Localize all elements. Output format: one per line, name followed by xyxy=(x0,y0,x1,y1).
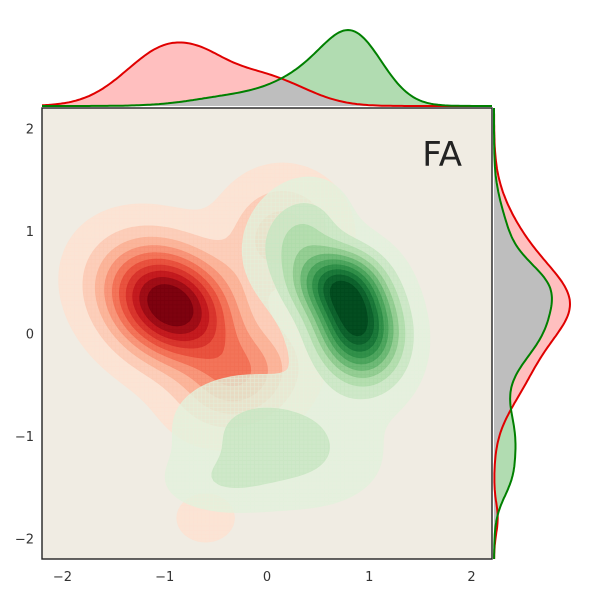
x-tick-label: 0 xyxy=(263,570,271,585)
x-tick-label: 2 xyxy=(467,570,475,585)
y-tick-label: 1 xyxy=(26,225,34,240)
joint-plot-frame xyxy=(41,107,493,560)
y-tick-label: 0 xyxy=(26,328,34,343)
y-tick-label: −2 xyxy=(15,533,34,548)
contour-level xyxy=(147,284,194,327)
right-marginal-density xyxy=(493,108,572,560)
top-marginal-line-1 xyxy=(42,28,492,107)
y-tick-label: −1 xyxy=(15,430,34,445)
top-marginal-fill-1 xyxy=(42,30,492,106)
right-marginal-line-1 xyxy=(493,108,553,559)
top-marginal-density xyxy=(41,28,492,107)
top-marginal-line-0 xyxy=(41,41,492,107)
kde-series-1 xyxy=(164,176,431,513)
kde-contours xyxy=(58,162,431,543)
top-marginal-overlap xyxy=(42,78,492,106)
y-axis-ticks: −2 −1 0 1 2 xyxy=(15,123,34,548)
x-axis-ticks: −2 −1 0 1 2 xyxy=(53,570,476,585)
y-tick-label: 2 xyxy=(26,123,34,138)
contour-level xyxy=(329,280,368,337)
x-tick-label: 1 xyxy=(365,570,373,585)
panel-label: FA xyxy=(422,135,462,175)
x-tick-label: −1 xyxy=(155,570,174,585)
right-marginal-line-0 xyxy=(493,108,572,560)
x-tick-label: −2 xyxy=(53,570,72,585)
right-marginal-overlap xyxy=(494,108,552,559)
